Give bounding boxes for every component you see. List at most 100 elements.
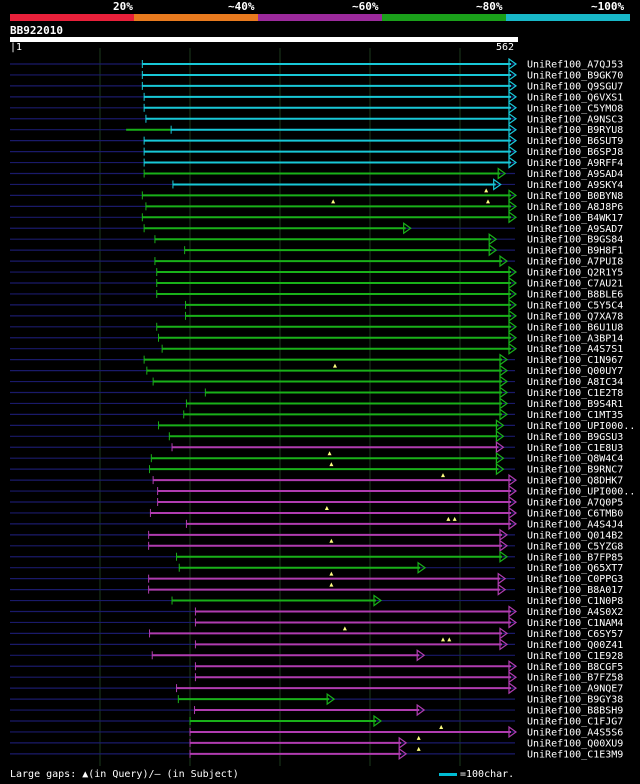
hit-label: UniRef100_Q00XU9 (527, 738, 623, 749)
hit-label: UniRef100_C1N967 (527, 355, 623, 366)
hit-label: UniRef100_UPI000.. (527, 487, 635, 498)
hit-arrowhead (508, 660, 518, 673)
hit-label: UniRef100_B9GS84 (527, 235, 623, 246)
hit-label: UniRef100_B9H8F1 (527, 246, 623, 257)
query-gap-caret (439, 724, 444, 729)
hit-arrowhead (488, 233, 498, 246)
hit-arrowhead (499, 627, 509, 640)
hit-label: UniRef100_C1FJG7 (527, 717, 623, 728)
hit-arrowhead (499, 408, 509, 421)
hit-label: UniRef100_A4S5S6 (527, 727, 623, 738)
scale-bar (439, 773, 457, 776)
hit-label: UniRef100_B9RYU8 (527, 125, 623, 136)
hit-label: UniRef100_A4S7S1 (527, 344, 623, 355)
query-gap-caret (329, 582, 334, 587)
hit-label: UniRef100_Q2R1Y5 (527, 268, 623, 279)
hit-label: UniRef100_Q65XT7 (527, 563, 623, 574)
hit-label: UniRef100_C1E3M9 (527, 749, 623, 760)
hit-label: UniRef100_B9GK70 (527, 70, 623, 81)
hit-label: UniRef100_A3BP14 (527, 333, 623, 344)
query-gap-caret (452, 516, 457, 521)
hit-label: UniRef100_B9S4R1 (527, 399, 623, 410)
hit-arrowhead (508, 134, 518, 147)
query-gap-caret (324, 505, 329, 510)
hit-arrowhead (499, 353, 509, 366)
query-gap-caret (342, 626, 347, 631)
hit-arrowhead (497, 167, 507, 180)
query-id: BB922010 (10, 24, 63, 37)
query-gap-caret (446, 516, 451, 521)
hit-label: UniRef100_C1E2T8 (527, 388, 623, 399)
query-gap-caret (440, 637, 445, 642)
hit-arrowhead (499, 638, 509, 651)
hit-label: UniRef100_B8BSH9 (527, 706, 623, 717)
hit-arrowhead (499, 386, 509, 399)
hit-label: UniRef100_B7FZ58 (527, 673, 623, 684)
legend-segment-3 (258, 14, 382, 21)
hit-arrowhead (499, 528, 509, 542)
hit-label: UniRef100_A8J8P6 (527, 202, 623, 213)
hit-arrowhead (495, 430, 505, 443)
hit-label: UniRef100_A9NQE7 (527, 684, 623, 695)
hit-label: UniRef100_C1NAM4 (527, 618, 623, 629)
query-start: |1 (10, 42, 23, 53)
hit-arrowhead (508, 309, 518, 323)
hit-arrowhead (398, 736, 408, 750)
hit-arrowhead (499, 550, 509, 563)
hit-label: UniRef100_C5Y5C4 (527, 300, 623, 311)
hit-arrowhead (508, 90, 518, 104)
hit-label: UniRef100_B6SPJ8 (527, 147, 623, 158)
hit-arrowhead (497, 572, 507, 585)
hit-arrowhead (508, 57, 518, 71)
query-end: 562 (496, 42, 515, 53)
hit-label: UniRef100_C7AU21 (527, 279, 623, 290)
query-gap-caret (329, 462, 334, 467)
hit-arrowhead (326, 692, 336, 706)
hit-arrowhead (508, 265, 518, 279)
hit-arrowhead (495, 419, 505, 432)
hit-label: UniRef100_C1N0P8 (527, 596, 623, 607)
hit-label: UniRef100_C1E8U3 (527, 443, 623, 454)
hit-label: UniRef100_C1MT35 (527, 410, 623, 421)
hit-label: UniRef100_B4WK17 (527, 213, 623, 224)
hit-label: UniRef100_UPI000.. (527, 421, 635, 432)
hit-label: UniRef100_A9SKY4 (527, 180, 623, 191)
hit-arrowhead (508, 79, 518, 93)
hit-arrowhead (488, 243, 498, 257)
hit-label: UniRef100_B8BLE6 (527, 289, 623, 300)
hit-label: UniRef100_A9NSC3 (527, 114, 623, 125)
hit-label: UniRef100_A9SAD7 (527, 224, 623, 235)
hit-arrowhead (499, 254, 509, 268)
legend-label-100: ~100% (591, 0, 625, 13)
hit-label: UniRef100_Q00UY7 (527, 366, 623, 377)
legend-label-60: ~60% (352, 0, 379, 13)
hit-label: UniRef100_Q7XA78 (527, 311, 623, 322)
hit-arrowhead (497, 583, 507, 596)
hit-arrowhead (416, 703, 426, 717)
query-gap-caret (484, 188, 489, 193)
hit-arrowhead (416, 649, 426, 662)
hit-arrowhead (508, 681, 518, 695)
hit-arrowhead (508, 68, 518, 82)
hit-arrowhead (508, 145, 518, 158)
hit-label: UniRef100_C6SY57 (527, 629, 623, 640)
hit-arrowhead (495, 462, 505, 476)
hit-arrowhead (499, 375, 509, 388)
query-gap-caret (329, 571, 334, 576)
query-gap-caret (332, 363, 337, 368)
hit-arrowhead (403, 222, 412, 235)
hit-arrowhead (373, 714, 383, 728)
hit-arrowhead (495, 441, 505, 454)
hit-arrowhead (508, 331, 518, 344)
query-gap-caret (447, 637, 452, 642)
hit-arrowhead (508, 506, 518, 520)
hit-label: UniRef100_B9GSU3 (527, 432, 623, 443)
hit-arrowhead (499, 539, 509, 552)
hit-label: UniRef100_B7FP85 (527, 552, 623, 563)
scale-legend: =100char. (439, 769, 514, 780)
hit-arrowhead (508, 616, 518, 629)
hit-arrowhead (493, 178, 502, 191)
legend-label-40: ~40% (228, 0, 255, 13)
hit-arrowhead (495, 452, 505, 465)
hit-label: UniRef100_A7PUI8 (527, 257, 623, 268)
